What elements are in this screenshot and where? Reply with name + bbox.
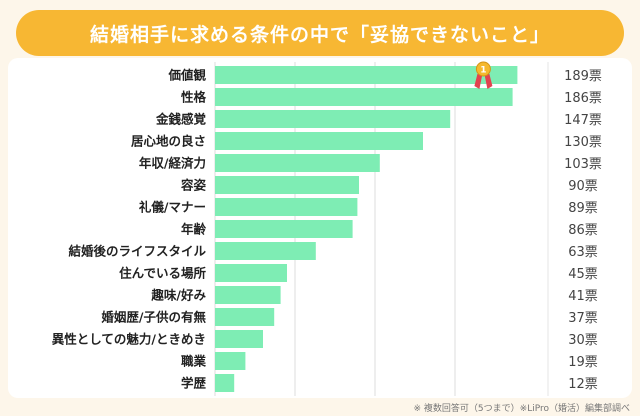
category-label: 価値観 — [167, 68, 206, 83]
value-label: 37票 — [568, 311, 598, 326]
category-label: 趣味/好み — [150, 288, 206, 303]
category-label: 容姿 — [180, 178, 207, 193]
category-label: 礼儀/マナー — [139, 200, 206, 215]
medal-ribbon-left — [474, 74, 483, 89]
value-label: 189票 — [564, 69, 602, 84]
value-label: 147票 — [564, 113, 602, 128]
title-banner: 結婚相手に求める条件の中で「妥協できないこと」 — [16, 10, 624, 56]
bar — [215, 330, 263, 348]
category-label: 性格 — [180, 90, 207, 105]
category-label: 異性としての魅力/ときめき — [52, 332, 206, 347]
value-label: 45票 — [568, 267, 598, 282]
value-label: 89票 — [568, 201, 598, 216]
bar — [215, 308, 275, 326]
bar — [215, 154, 380, 172]
medal-rank: 1 — [480, 66, 486, 76]
bar — [215, 264, 287, 282]
bar — [215, 110, 451, 128]
bar — [215, 198, 358, 216]
bar — [215, 88, 513, 106]
category-label: 居心地の良さ — [131, 134, 206, 149]
bar — [215, 176, 359, 194]
value-label: 90票 — [568, 179, 598, 194]
bar — [215, 132, 423, 150]
medal-ribbon-right — [484, 74, 493, 89]
bar — [215, 242, 316, 260]
category-label: 職業 — [181, 354, 207, 369]
category-label: 婚姻歴/子供の有無 — [100, 310, 206, 325]
bar — [215, 220, 353, 238]
category-label: 住んでいる場所 — [119, 266, 206, 281]
value-label: 30票 — [568, 333, 598, 348]
bar — [215, 352, 246, 370]
value-label: 12票 — [568, 377, 598, 392]
value-label: 186票 — [564, 91, 602, 106]
value-label: 130票 — [564, 135, 602, 150]
bar — [215, 286, 281, 304]
value-label: 103票 — [564, 157, 602, 172]
value-label: 86票 — [568, 223, 598, 238]
category-label: 年齢 — [181, 222, 207, 237]
gold-medal-icon: 1 — [474, 61, 493, 89]
chart-title: 結婚相手に求める条件の中で「妥協できないこと」 — [89, 23, 550, 46]
category-label: 金銭感覚 — [155, 112, 207, 127]
category-label: 学歴 — [181, 376, 207, 391]
medal-disc — [475, 61, 491, 77]
value-label: 41票 — [568, 289, 598, 304]
footnote: ※ 複数回答可（5つまで）※LiPro（婚活）編集部調べ — [413, 404, 630, 414]
category-label: 結婚後のライフスタイル — [68, 244, 206, 259]
bar — [215, 374, 235, 392]
category-label: 年収/経済力 — [139, 156, 206, 171]
value-label: 19票 — [568, 355, 598, 370]
value-label: 63票 — [568, 245, 598, 260]
bar — [215, 66, 518, 84]
